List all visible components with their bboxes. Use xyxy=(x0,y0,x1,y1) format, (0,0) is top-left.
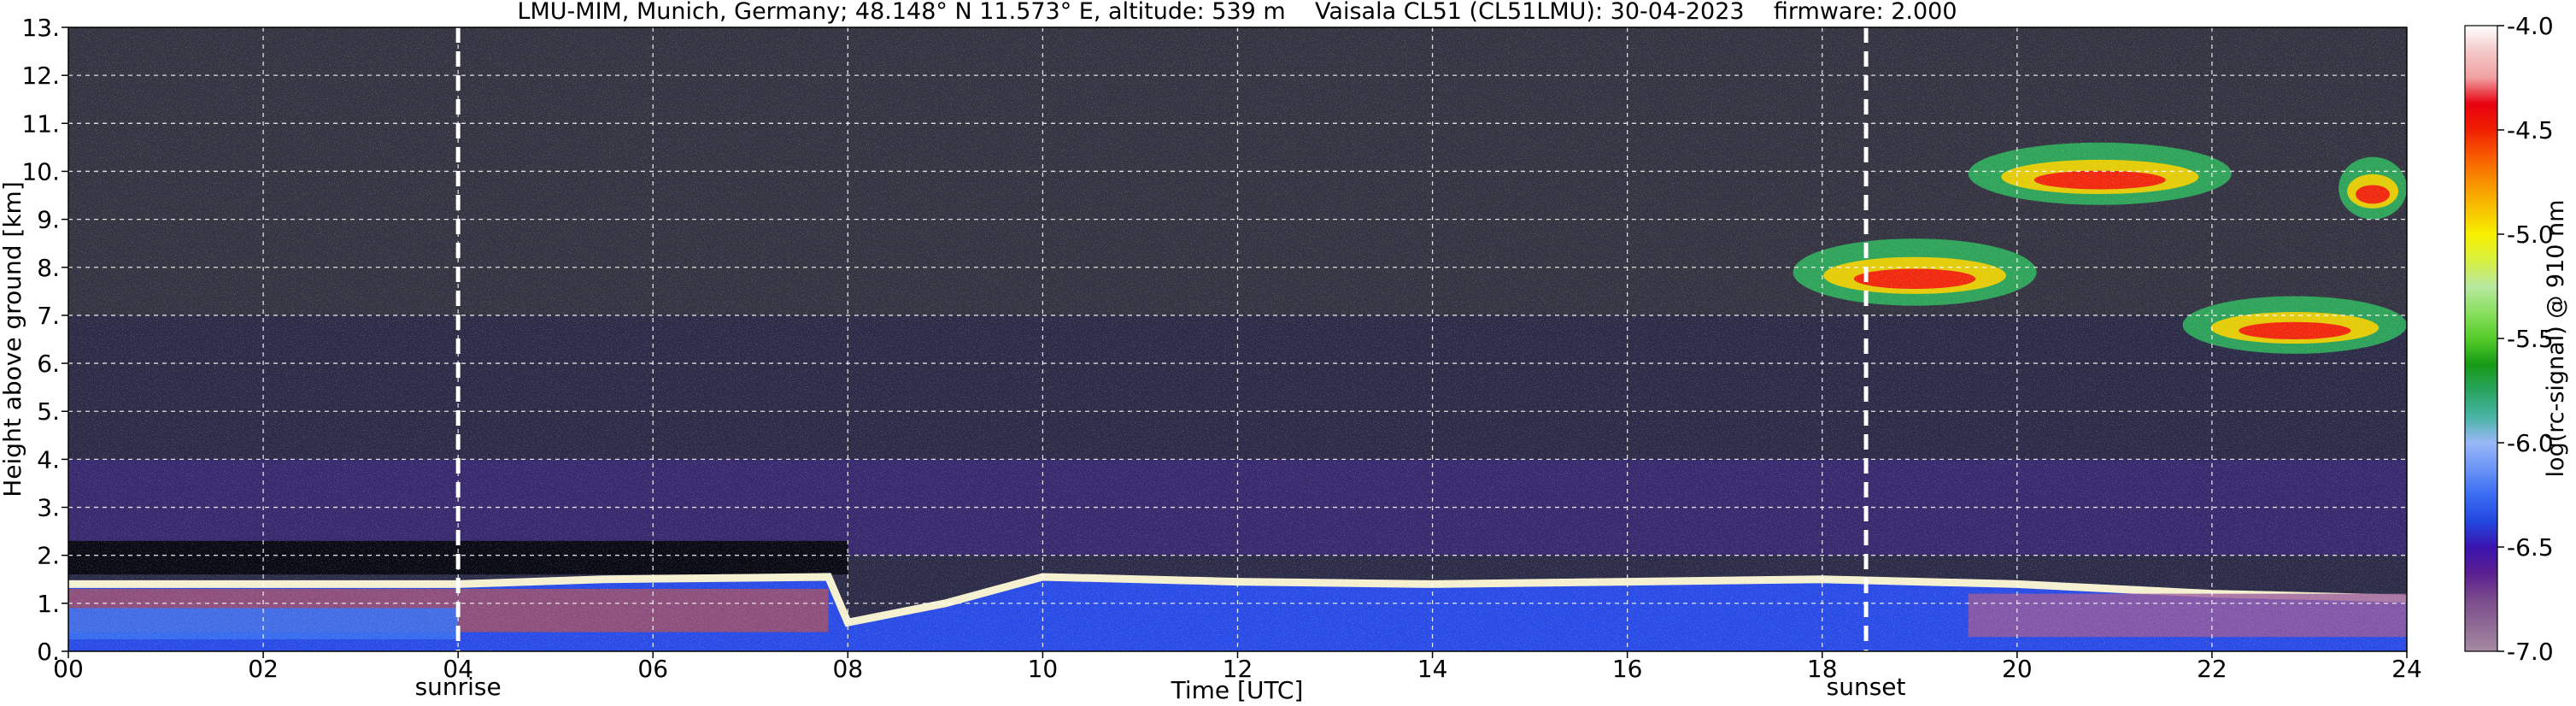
grid-lines xyxy=(68,27,2407,651)
y-tick-label: 10. xyxy=(21,157,60,185)
x-tick-label: 22 xyxy=(2197,655,2227,683)
y-tick-label: 5. xyxy=(37,397,60,426)
x-tick-label: 20 xyxy=(2002,655,2033,683)
colorbar-tick-label: -4.5 xyxy=(2507,116,2554,144)
colorbar-tick-label: -7.0 xyxy=(2507,638,2554,666)
y-tick-label: 7. xyxy=(37,302,60,330)
y-tick-label: 13. xyxy=(21,14,60,42)
x-tick-label: 24 xyxy=(2391,655,2422,683)
x-axis-label: Time [UTC] xyxy=(1171,676,1304,704)
annotation-label-sunset: sunset xyxy=(1827,673,1906,701)
x-tick-label: 04 xyxy=(443,655,473,683)
x-tick-label: 08 xyxy=(833,655,864,683)
annotation-labels: sunrise sunset xyxy=(415,673,1906,701)
y-tick-label: 0. xyxy=(37,638,60,666)
y-tick-label: 4. xyxy=(37,445,60,474)
colorbar-tick-label: -5.0 xyxy=(2507,221,2554,249)
y-tick-label: 11. xyxy=(21,109,60,138)
plot-area xyxy=(68,27,2407,651)
colorbar-label: log(rc-signal) @ 910 nm xyxy=(2543,200,2569,478)
y-tick-label: 2. xyxy=(37,542,60,570)
x-axis-ticks: 00 02 04 06 08 10 12 14 16 18 20 22 24 xyxy=(53,651,2422,683)
colorbar-tick-label: -6.5 xyxy=(2507,533,2554,562)
x-tick-label: 18 xyxy=(1807,655,1838,683)
x-tick-label: 10 xyxy=(1028,655,1059,683)
y-tick-label: 9. xyxy=(37,206,60,234)
annotation-label-sunrise: sunrise xyxy=(415,673,502,701)
x-tick-label: 02 xyxy=(248,655,279,683)
y-tick-label: 6. xyxy=(37,350,60,378)
y-tick-label: 12. xyxy=(21,62,60,90)
x-tick-label: 00 xyxy=(53,655,84,683)
x-tick-label: 12 xyxy=(1223,655,1253,683)
chart-title: LMU-MIM, Munich, Germany; 48.148° N 11.5… xyxy=(517,0,1957,25)
y-axis-label: Height above ground [km] xyxy=(0,181,26,497)
colorbar-tick-label: -4.0 xyxy=(2507,12,2554,40)
x-tick-label: 14 xyxy=(1417,655,1448,683)
colorbar: -4.0 -4.5 -5.0 -5.5 -6.0 -6.5 -7.0 log(rc-sign… xyxy=(2464,12,2569,666)
x-tick-label: 06 xyxy=(637,655,668,683)
colorbar-tick-label: -5.5 xyxy=(2507,325,2554,353)
colorbar-ticks: -4.0 -4.5 -5.0 -5.5 -6.0 -6.5 -7.0 xyxy=(2497,12,2554,666)
y-axis-ticks: 0. 1. 2. 3. 4. 5. 6. 7. 8. 9. 10. 11. 12. 13. xyxy=(21,14,68,666)
y-tick-label: 3. xyxy=(37,494,60,522)
y-tick-label: 8. xyxy=(37,254,60,282)
colorbar-gradient xyxy=(2464,25,2498,652)
y-tick-label: 1. xyxy=(37,590,60,618)
annotation-lines xyxy=(455,27,1869,651)
colorbar-tick-label: -6.0 xyxy=(2507,429,2554,457)
x-tick-label: 16 xyxy=(1612,655,1643,683)
